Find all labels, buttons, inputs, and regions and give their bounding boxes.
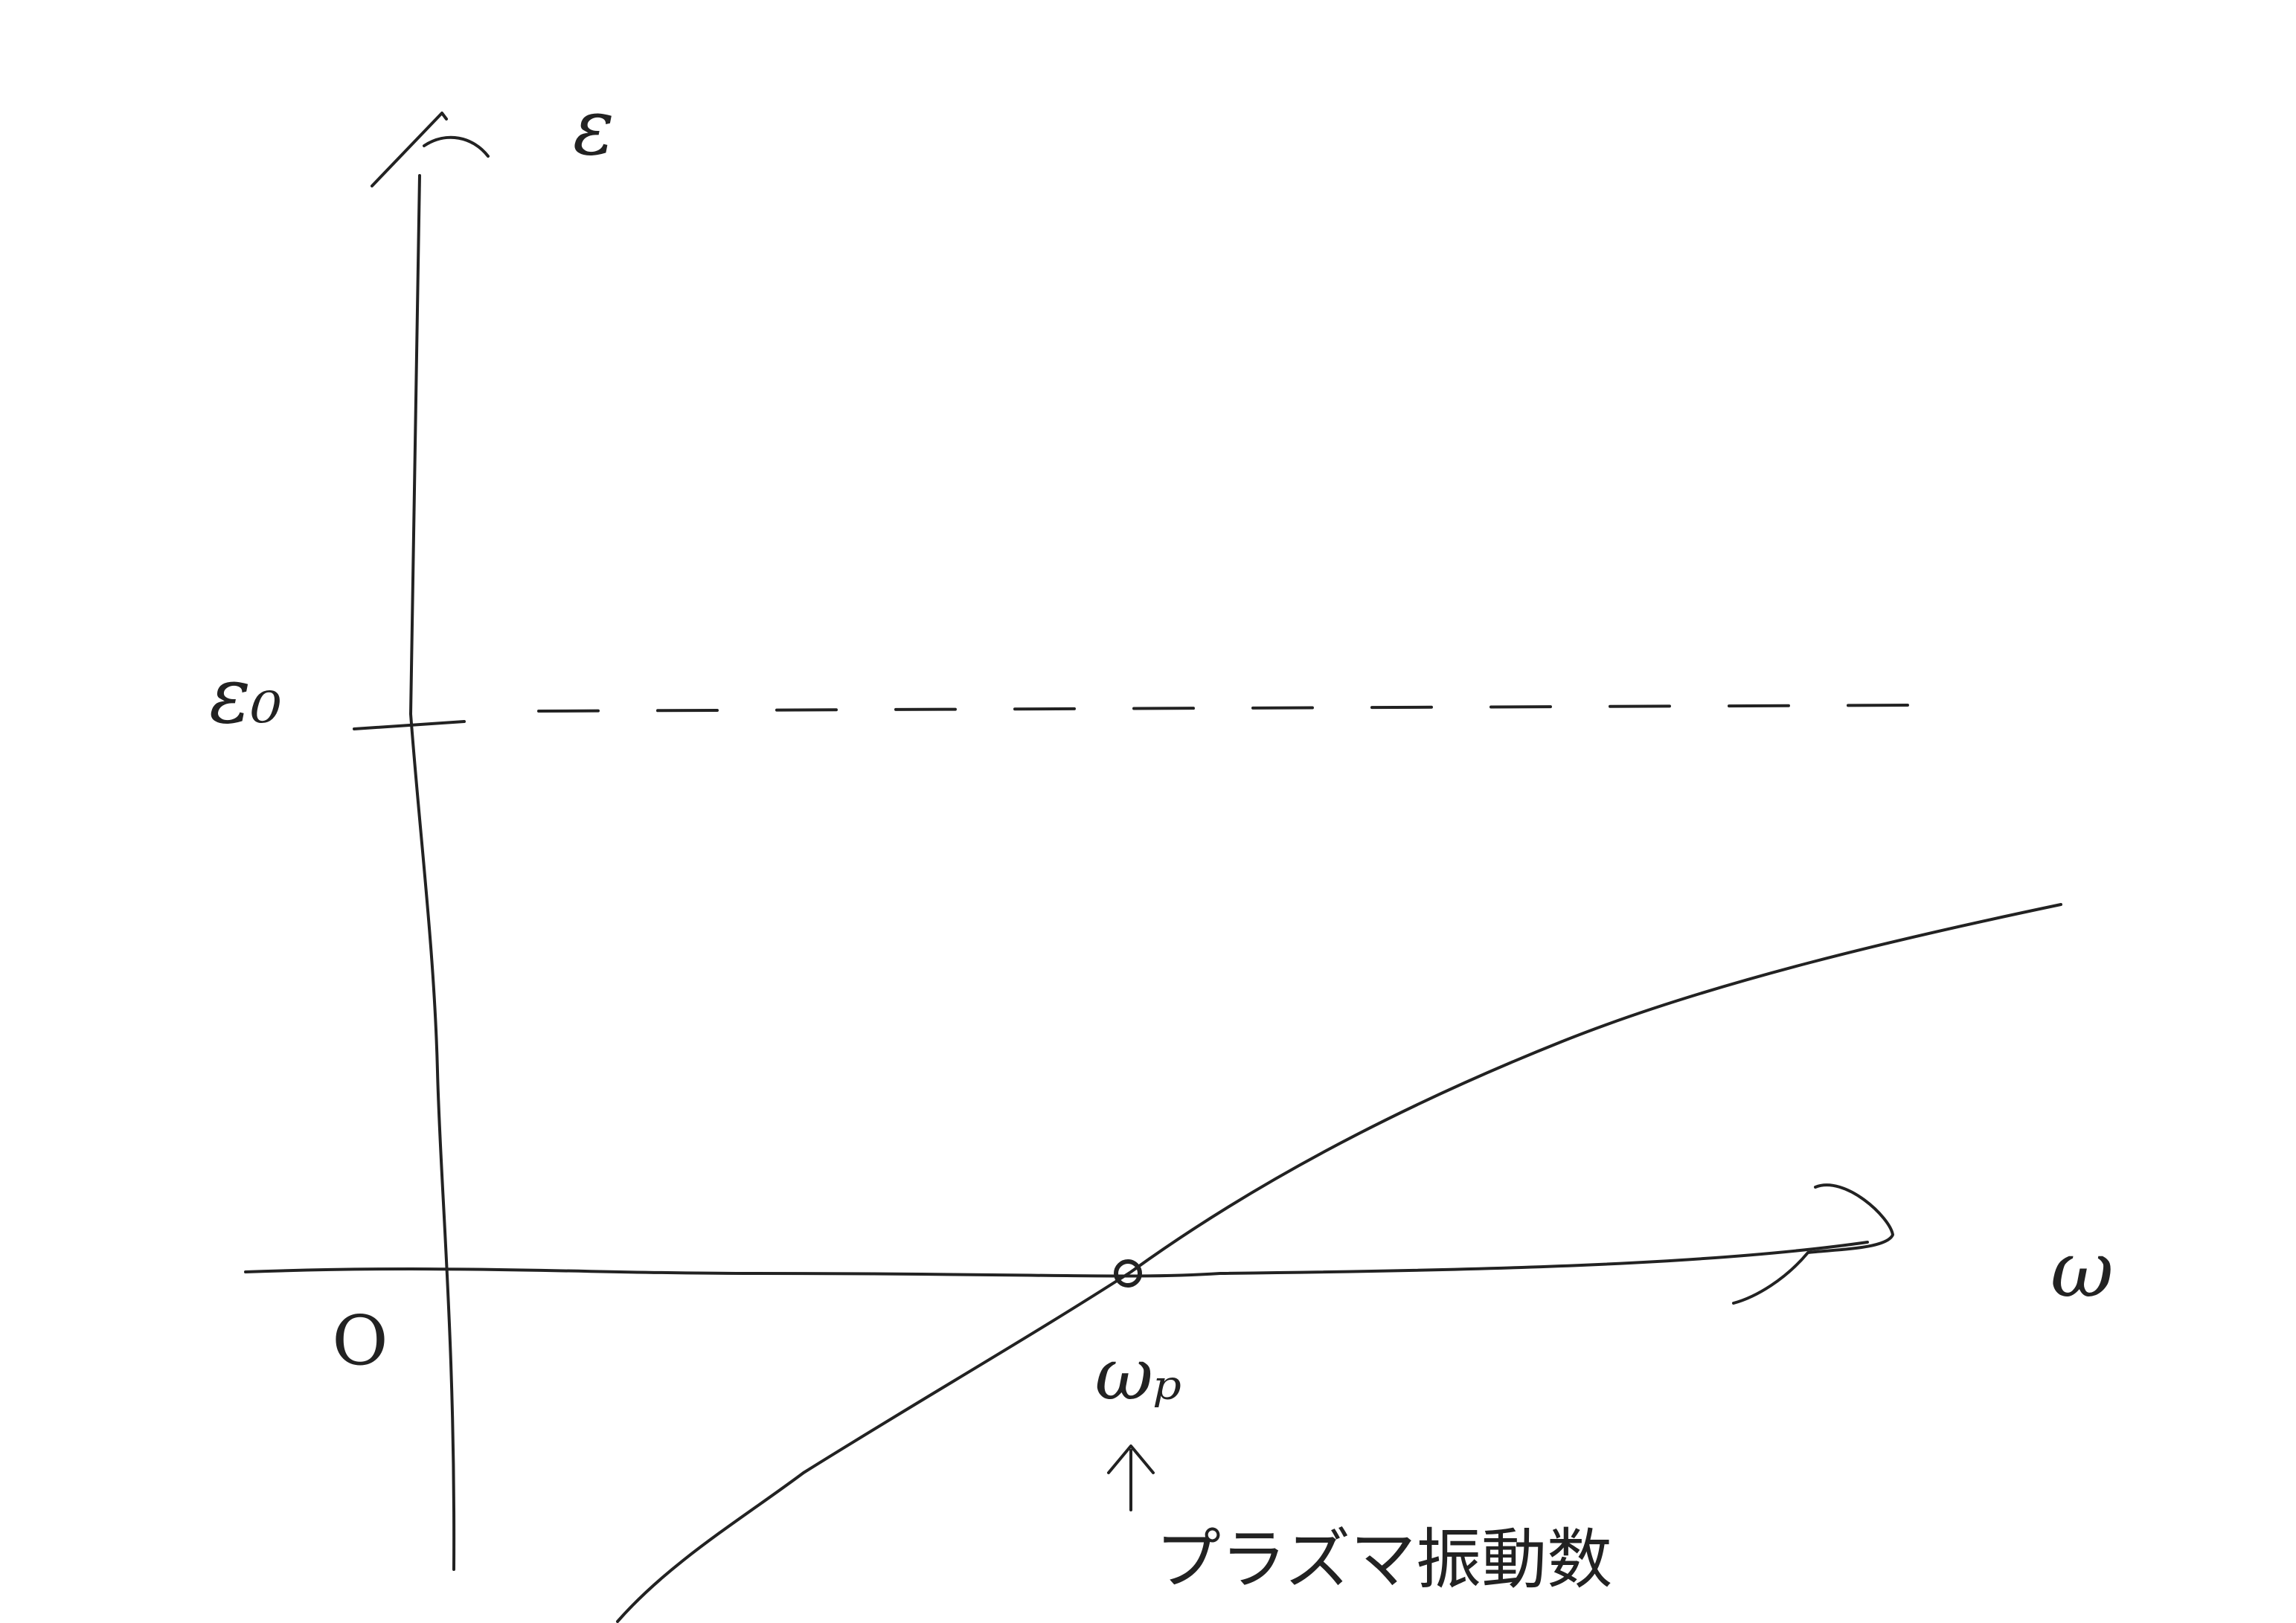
level-line — [537, 704, 1914, 713]
epsilon-curve — [616, 903, 2062, 1623]
x-axis-arrow — [1732, 1183, 1894, 1305]
level-label: ε₀ — [209, 650, 282, 741]
x-axis — [244, 1241, 1869, 1278]
level-tick — [353, 720, 466, 730]
y-axis — [409, 174, 456, 1571]
x-axis-label: ω — [2050, 1224, 2114, 1315]
y-axis-label: ε — [573, 82, 615, 173]
note-arrow — [1107, 1444, 1155, 1511]
marker-note: プラズマ振動数 — [1155, 1521, 1612, 1598]
origin-label: O — [332, 1301, 388, 1381]
marker-label: ωₚ — [1095, 1333, 1182, 1416]
crossing-point — [1114, 1259, 1142, 1288]
y-axis-arrow — [371, 112, 490, 187]
